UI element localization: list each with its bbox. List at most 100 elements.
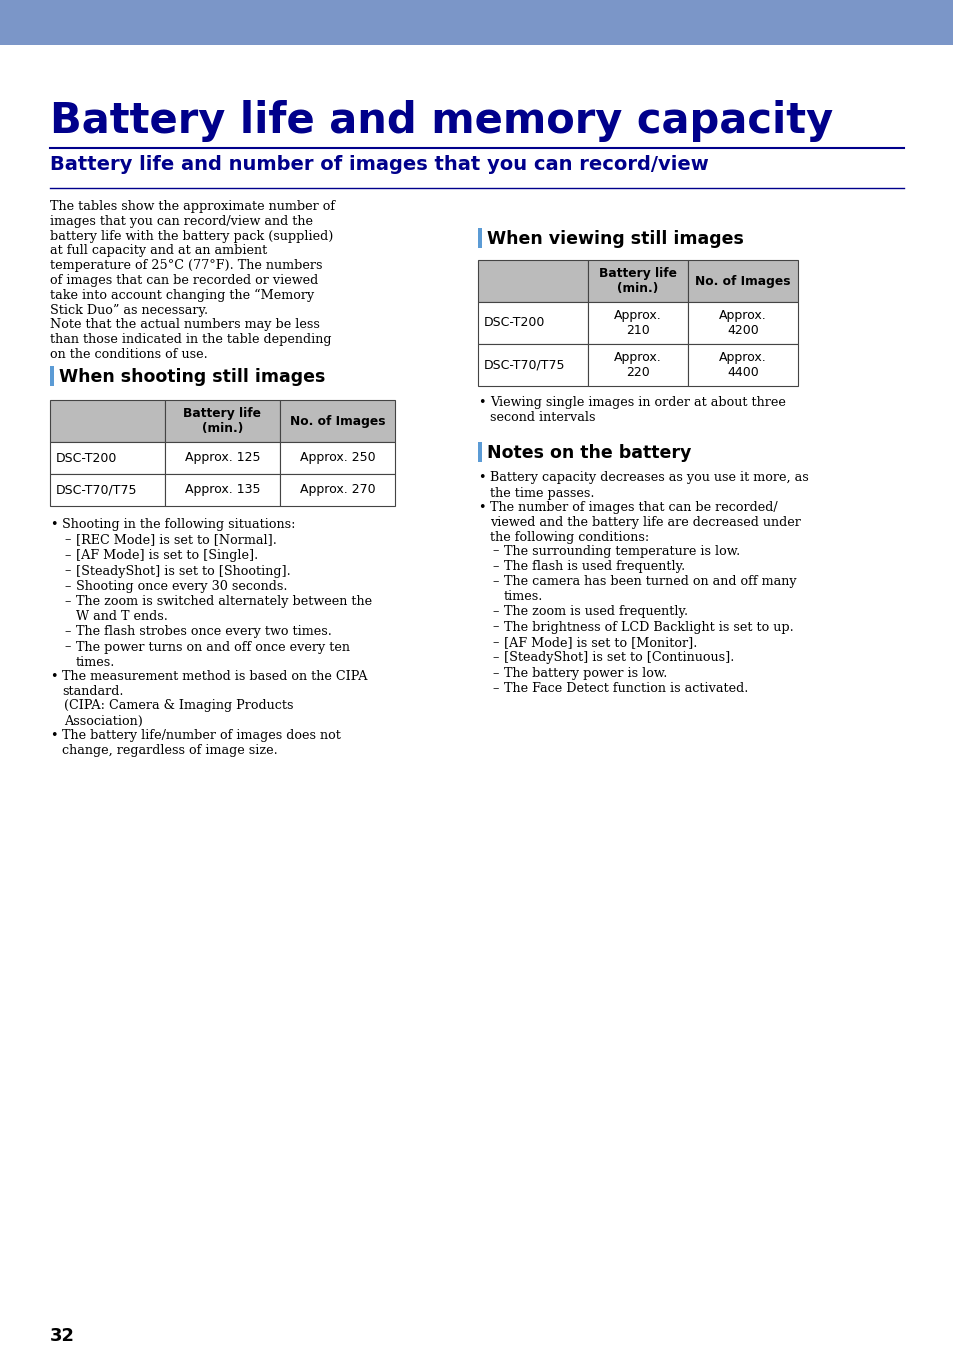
Text: The zoom is used frequently.: The zoom is used frequently. <box>503 605 687 617</box>
Bar <box>50 474 165 506</box>
Text: –: – <box>64 550 71 562</box>
Text: –: – <box>492 636 497 649</box>
Text: on the conditions of use.: on the conditions of use. <box>50 347 208 361</box>
Text: The surrounding temperature is low.: The surrounding temperature is low. <box>503 544 740 558</box>
Bar <box>280 442 395 474</box>
Text: DSC-T200: DSC-T200 <box>56 452 117 464</box>
Bar <box>165 442 280 474</box>
Text: The flash strobes once every two times.: The flash strobes once every two times. <box>76 626 332 638</box>
Text: –: – <box>64 641 71 654</box>
Text: Battery life
(min.): Battery life (min.) <box>598 267 677 294</box>
Text: –: – <box>492 560 497 573</box>
Text: Approx.
210: Approx. 210 <box>614 309 661 337</box>
Text: Battery life and memory capacity: Battery life and memory capacity <box>50 100 832 142</box>
Text: When viewing still images: When viewing still images <box>486 229 743 248</box>
Bar <box>587 261 687 303</box>
Text: The brightness of LCD Backlight is set to up.: The brightness of LCD Backlight is set t… <box>503 620 793 634</box>
Text: Approx.
220: Approx. 220 <box>614 351 661 379</box>
Text: Approx.
4200: Approx. 4200 <box>719 309 766 337</box>
Bar <box>687 303 797 345</box>
Text: •: • <box>477 396 485 408</box>
Text: take into account changing the “Memory: take into account changing the “Memory <box>50 289 314 303</box>
Bar <box>477 261 587 303</box>
Text: 32: 32 <box>50 1327 75 1345</box>
Bar <box>0 0 953 45</box>
Bar <box>587 345 687 385</box>
Text: Shooting in the following situations:: Shooting in the following situations: <box>62 518 295 531</box>
Text: The zoom is switched alternately between the
W and T ends.: The zoom is switched alternately between… <box>76 596 372 623</box>
Text: No. of Images: No. of Images <box>695 274 790 288</box>
Text: •: • <box>477 501 485 514</box>
Text: Stick Duo” as necessary.: Stick Duo” as necessary. <box>50 304 208 316</box>
Text: Approx. 125: Approx. 125 <box>185 452 260 464</box>
Text: DSC-T70/T75: DSC-T70/T75 <box>483 358 565 372</box>
Text: When shooting still images: When shooting still images <box>59 368 325 385</box>
Text: The camera has been turned on and off many
times.: The camera has been turned on and off ma… <box>503 575 796 604</box>
Text: •: • <box>50 670 57 683</box>
Bar <box>50 366 54 385</box>
Text: [REC Mode] is set to [Normal].: [REC Mode] is set to [Normal]. <box>76 533 276 547</box>
Bar <box>165 400 280 442</box>
Bar <box>477 441 481 461</box>
Bar <box>280 474 395 506</box>
Bar <box>687 345 797 385</box>
Text: –: – <box>64 596 71 608</box>
Text: Approx. 250: Approx. 250 <box>299 452 375 464</box>
Bar <box>687 261 797 303</box>
Text: –: – <box>492 544 497 558</box>
Text: The battery power is low.: The battery power is low. <box>503 668 667 680</box>
Text: The power turns on and off once every ten
times.: The power turns on and off once every te… <box>76 641 350 669</box>
Text: of images that can be recorded or viewed: of images that can be recorded or viewed <box>50 274 318 286</box>
Text: The Face Detect function is activated.: The Face Detect function is activated. <box>503 683 747 696</box>
Text: temperature of 25°C (77°F). The numbers: temperature of 25°C (77°F). The numbers <box>50 259 322 273</box>
Text: –: – <box>64 579 71 593</box>
Text: The flash is used frequently.: The flash is used frequently. <box>503 560 684 573</box>
Text: •: • <box>50 518 57 531</box>
Bar <box>587 303 687 345</box>
Text: at full capacity and at an ambient: at full capacity and at an ambient <box>50 244 267 258</box>
Text: images that you can record/view and the: images that you can record/view and the <box>50 214 313 228</box>
Text: than those indicated in the table depending: than those indicated in the table depend… <box>50 334 331 346</box>
Bar <box>50 442 165 474</box>
Text: [SteadyShot] is set to [Continuous].: [SteadyShot] is set to [Continuous]. <box>503 651 734 665</box>
Text: Battery capacity decreases as you use it more, as
the time passes.: Battery capacity decreases as you use it… <box>490 471 808 499</box>
Bar <box>477 303 587 345</box>
Text: [SteadyShot] is set to [Shooting].: [SteadyShot] is set to [Shooting]. <box>76 565 291 578</box>
Text: The number of images that can be recorded/
viewed and the battery life are decre: The number of images that can be recorde… <box>490 501 800 544</box>
Text: Shooting once every 30 seconds.: Shooting once every 30 seconds. <box>76 579 287 593</box>
Text: The tables show the approximate number of: The tables show the approximate number o… <box>50 199 335 213</box>
Text: –: – <box>492 575 497 589</box>
Text: Battery life
(min.): Battery life (min.) <box>183 407 261 436</box>
Text: No. of Images: No. of Images <box>290 414 385 427</box>
Text: [AF Mode] is set to [Single].: [AF Mode] is set to [Single]. <box>76 550 258 562</box>
Text: –: – <box>492 668 497 680</box>
Text: (CIPA: Camera & Imaging Products
Association): (CIPA: Camera & Imaging Products Associa… <box>64 699 294 727</box>
Bar <box>280 400 395 442</box>
Text: •: • <box>477 471 485 484</box>
Text: DSC-T200: DSC-T200 <box>483 316 545 330</box>
Text: Approx. 270: Approx. 270 <box>299 483 375 497</box>
Text: [AF Mode] is set to [Monitor].: [AF Mode] is set to [Monitor]. <box>503 636 697 649</box>
Text: battery life with the battery pack (supplied): battery life with the battery pack (supp… <box>50 229 333 243</box>
Text: The battery life/number of images does not
change, regardless of image size.: The battery life/number of images does n… <box>62 729 340 757</box>
Text: Approx.
4400: Approx. 4400 <box>719 351 766 379</box>
Text: –: – <box>492 651 497 665</box>
Bar <box>477 228 481 248</box>
Text: Note that the actual numbers may be less: Note that the actual numbers may be less <box>50 319 319 331</box>
Text: Viewing single images in order at about three
second intervals: Viewing single images in order at about … <box>490 396 785 423</box>
Text: DSC-T70/T75: DSC-T70/T75 <box>56 483 137 497</box>
Text: Battery life and number of images that you can record/view: Battery life and number of images that y… <box>50 155 708 174</box>
Text: –: – <box>64 565 71 578</box>
Bar <box>165 474 280 506</box>
Bar <box>477 345 587 385</box>
Text: –: – <box>492 605 497 617</box>
Text: –: – <box>492 683 497 696</box>
Text: •: • <box>50 729 57 742</box>
Text: –: – <box>64 533 71 547</box>
Text: –: – <box>492 620 497 634</box>
Text: Notes on the battery: Notes on the battery <box>486 444 691 461</box>
Text: Approx. 135: Approx. 135 <box>185 483 260 497</box>
Bar <box>50 400 165 442</box>
Text: The measurement method is based on the CIPA
standard.: The measurement method is based on the C… <box>62 670 367 697</box>
Text: –: – <box>64 626 71 638</box>
